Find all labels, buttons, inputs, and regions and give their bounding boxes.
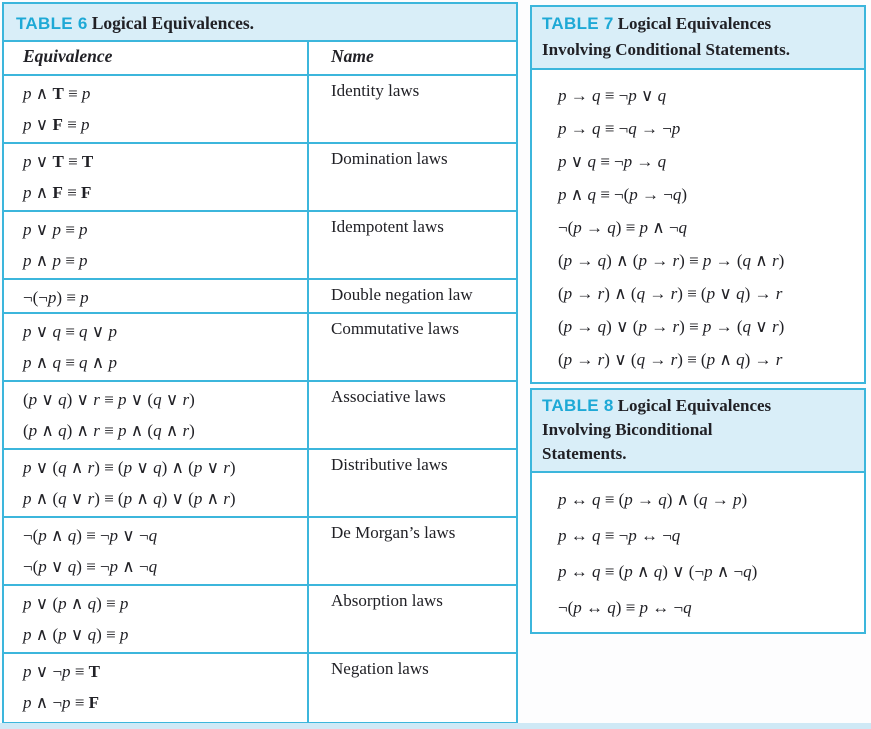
equation: ¬(p ↔ q) ≡ p ↔ ¬q [558, 598, 692, 617]
equation: p → q ≡ ¬p ∨ q [558, 86, 667, 105]
law-name: Absorption laws [331, 591, 443, 610]
equivalence-cell: ¬(¬p) ≡ p [4, 280, 309, 312]
law-name: Distributive laws [331, 455, 448, 474]
table-6-titlebar: TABLE 6 Logical Equivalences. [4, 4, 516, 42]
law-name: Identity laws [331, 81, 420, 100]
equivalence-cell: p ∨ T ≡ T p ∧ F ≡ F [4, 144, 309, 210]
equation: (p → r) ∧ (q → r) ≡ (p ∨ q) → r [558, 284, 783, 303]
equation: p ∧ T ≡ p [23, 84, 91, 103]
table-row: (p ∨ q) ∨ r ≡ p ∨ (q ∨ r) (p ∧ q) ∧ r ≡ p… [4, 382, 516, 450]
equivalence-cell: ¬(p ∧ q) ≡ ¬p ∨ ¬q ¬(p ∨ q) ≡ ¬p ∧ ¬q [4, 518, 309, 584]
equation: p ↔ q ≡ (p → q) ∧ (q → p) [558, 490, 748, 509]
equation: p ∧ q ≡ q ∧ p [23, 353, 117, 372]
table-8-label: TABLE 8 [542, 396, 614, 415]
equation: ¬(¬p) ≡ p [23, 288, 89, 307]
equation: p → q ≡ ¬q → ¬p [558, 119, 681, 138]
table-6-title: Logical Equivalences. [91, 13, 255, 33]
equation: p ∨ q ≡ q ∨ p [23, 322, 117, 341]
table-8-title: Logical Equivalences Involving Biconditi… [542, 396, 772, 463]
table-7-titlebar: TABLE 7 Logical Equivalences Involving C… [532, 7, 864, 70]
table-row: p ∨ T ≡ T p ∧ F ≡ F Domination laws [4, 144, 516, 212]
table-row: ¬(¬p) ≡ p Double negation law [4, 280, 516, 314]
table-row: p ∨ q ≡ q ∨ p p ∧ q ≡ q ∧ p Commutative la… [4, 314, 516, 382]
bottom-strip [0, 723, 871, 729]
table-row: p ∨ p ≡ p p ∧ p ≡ p Idempotent laws [4, 212, 516, 280]
law-name: Associative laws [331, 387, 446, 406]
table-6-column-header: Equivalence Name [4, 42, 516, 76]
law-name: Double negation law [331, 285, 473, 304]
equivalence-cell: p ∨ (q ∧ r) ≡ (p ∨ q) ∧ (p ∨ r) p ∧ (q ∨ … [4, 450, 309, 516]
table-8-titlebar: TABLE 8 Logical Equivalences Involving B… [532, 390, 864, 473]
equation: (p ∧ q) ∧ r ≡ p ∧ (q ∧ r) [23, 421, 195, 440]
equation: ¬(p ∧ q) ≡ ¬p ∨ ¬q [23, 526, 158, 545]
equivalence-cell: p ∨ ¬p ≡ T p ∧ ¬p ≡ F [4, 654, 309, 722]
table-row: p ∨ (q ∧ r) ≡ (p ∨ q) ∧ (p ∨ r) p ∧ (q ∨ … [4, 450, 516, 518]
equation: p ∧ (q ∨ r) ≡ (p ∧ q) ∨ (p ∧ r) [23, 489, 236, 508]
equation: p ∧ q ≡ ¬(p → ¬q) [558, 185, 688, 204]
equation: p ∨ q ≡ ¬p → q [558, 152, 667, 171]
table-7-label: TABLE 7 [542, 14, 614, 33]
table-8-body: p ↔ q ≡ (p → q) ∧ (q → p) p ↔ q ≡ ¬p ↔ ¬q… [532, 473, 864, 632]
equation: (p → q) ∧ (p → r) ≡ p → (q ∧ r) [558, 251, 785, 270]
equivalence-cell: p ∨ p ≡ p p ∧ p ≡ p [4, 212, 309, 278]
equivalence-cell: p ∨ q ≡ q ∨ p p ∧ q ≡ q ∧ p [4, 314, 309, 380]
table-8: TABLE 8 Logical Equivalences Involving B… [530, 388, 866, 634]
table-7-body: p → q ≡ ¬p ∨ q p → q ≡ ¬q → ¬p p ∨ q ≡ ¬p … [532, 70, 864, 382]
equation: p ∧ p ≡ p [23, 251, 88, 270]
table-6-label: TABLE 6 [16, 14, 88, 33]
law-name: Commutative laws [331, 319, 459, 338]
equation: p ∧ F ≡ F [23, 183, 92, 202]
equivalence-cell: p ∧ T ≡ p p ∨ F ≡ p [4, 76, 309, 142]
equation: p ↔ q ≡ ¬p ↔ ¬q [558, 526, 681, 545]
table-7-title: Logical Equivalences Involving Condition… [542, 14, 790, 59]
law-name: De Morgan’s laws [331, 523, 456, 542]
equation: p ∨ F ≡ p [23, 115, 90, 134]
equation: p ∨ p ≡ p [23, 220, 88, 239]
equivalence-cell: (p ∨ q) ∨ r ≡ p ∨ (q ∨ r) (p ∧ q) ∧ r ≡ p… [4, 382, 309, 448]
equation: p ∧ ¬p ≡ F [23, 693, 100, 712]
equation: p ∨ (q ∧ r) ≡ (p ∨ q) ∧ (p ∨ r) [23, 458, 236, 477]
table-row: p ∨ (p ∧ q) ≡ p p ∧ (p ∨ q) ≡ p Absorption… [4, 586, 516, 654]
equation: (p → q) ∨ (p → r) ≡ p → (q ∨ r) [558, 317, 785, 336]
column-header-equivalence: Equivalence [4, 42, 309, 74]
equation: p ∨ ¬p ≡ T [23, 662, 100, 681]
equation: ¬(p ∨ q) ≡ ¬p ∧ ¬q [23, 557, 158, 576]
law-name: Domination laws [331, 149, 448, 168]
equation: p ↔ q ≡ (p ∧ q) ∨ (¬p ∧ ¬q) [558, 562, 758, 581]
equation: p ∨ T ≡ T [23, 152, 94, 171]
equation: ¬(p → q) ≡ p ∧ ¬q [558, 218, 688, 237]
equation: (p → r) ∨ (q → r) ≡ (p ∧ q) → r [558, 350, 783, 369]
law-name: Negation laws [331, 659, 429, 678]
column-header-name: Name [331, 46, 374, 66]
table-row: ¬(p ∧ q) ≡ ¬p ∨ ¬q ¬(p ∨ q) ≡ ¬p ∧ ¬q De M… [4, 518, 516, 586]
law-name: Idempotent laws [331, 217, 444, 236]
table-row: p ∧ T ≡ p p ∨ F ≡ p Identity laws [4, 76, 516, 144]
table-6-rows: p ∧ T ≡ p p ∨ F ≡ p Identity laws p ∨ T ≡ T… [4, 76, 516, 722]
equation: (p ∨ q) ∨ r ≡ p ∨ (q ∨ r) [23, 390, 195, 409]
equation: p ∧ (p ∨ q) ≡ p [23, 625, 129, 644]
table-7-title-wrap: TABLE 7 Logical Equivalences Involving C… [542, 11, 844, 63]
table-row: p ∨ ¬p ≡ T p ∧ ¬p ≡ F Negation laws [4, 654, 516, 722]
table-8-title-wrap: TABLE 8 Logical Equivalences Involving B… [542, 394, 794, 466]
table-7: TABLE 7 Logical Equivalences Involving C… [530, 5, 866, 384]
equivalence-cell: p ∨ (p ∧ q) ≡ p p ∧ (p ∨ q) ≡ p [4, 586, 309, 652]
table-6: TABLE 6 Logical Equivalences. Equivalenc… [2, 2, 518, 724]
equation: p ∨ (p ∧ q) ≡ p [23, 594, 129, 613]
